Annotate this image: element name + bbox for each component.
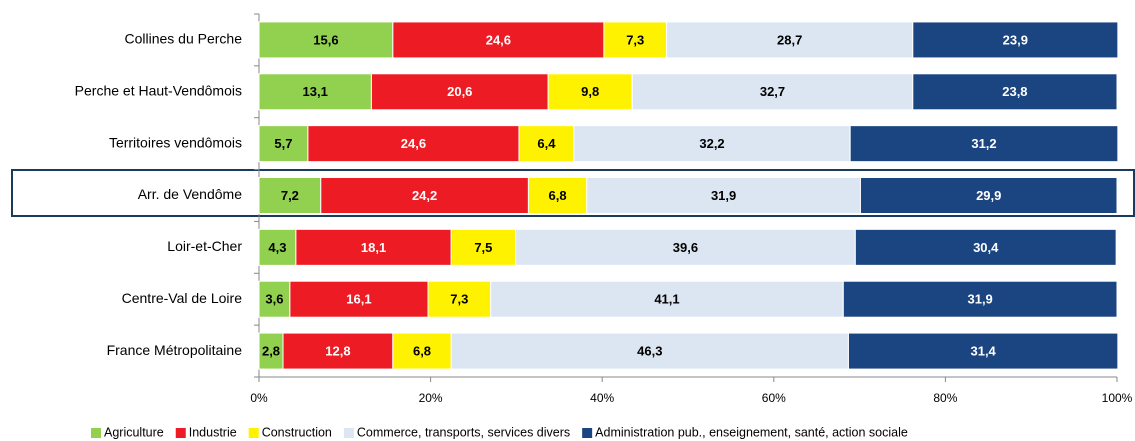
category-label: Arr. de Vendôme [138, 186, 243, 202]
bar-segment [282, 332, 394, 370]
category-label: Perche et Haut-Vendômois [75, 82, 242, 98]
legend-swatch [248, 428, 259, 438]
bar-segment [258, 228, 297, 266]
data-label: 31,2 [971, 136, 996, 151]
bar-segment [289, 280, 429, 318]
legend-label: Construction [262, 425, 332, 439]
data-label: 13,1 [303, 84, 328, 99]
bar-segment [854, 228, 1117, 266]
data-label: 4,3 [268, 240, 286, 255]
bar-segment [849, 125, 1119, 163]
data-label: 46,3 [637, 344, 662, 359]
legend-label: Commerce, transports, services divers [357, 425, 570, 439]
data-label: 20,6 [447, 84, 472, 99]
data-label: 7,5 [474, 240, 492, 255]
data-label: 6,4 [537, 136, 556, 151]
data-label: 18,1 [361, 240, 386, 255]
bar-segment [450, 332, 849, 370]
bar-segment [586, 177, 861, 214]
bar-segment [912, 73, 1118, 111]
data-label: 6,8 [549, 188, 567, 203]
legend-swatch [91, 428, 101, 438]
data-label: 30,4 [973, 240, 999, 255]
bar-segment [666, 21, 914, 59]
x-tick-label: 60% [762, 391, 786, 405]
data-label: 32,2 [699, 136, 724, 151]
data-label: 5,7 [274, 136, 292, 151]
data-label: 9,8 [581, 84, 599, 99]
bar-segment [450, 228, 517, 266]
data-label: 7,3 [450, 292, 468, 307]
data-label: 16,1 [346, 292, 371, 307]
data-label: 31,9 [711, 188, 736, 203]
data-label: 23,8 [1002, 84, 1027, 99]
data-label: 41,1 [654, 292, 679, 307]
data-label: 29,9 [976, 188, 1001, 203]
data-label: 24,2 [412, 188, 437, 203]
legend-swatch [582, 428, 593, 438]
bar-segment [842, 280, 1118, 318]
bar-segment [573, 125, 851, 163]
data-label: 39,6 [673, 240, 698, 255]
category-label: Collines du Perche [124, 31, 242, 47]
category-label: Territoires vendômois [109, 134, 242, 150]
legend-label: Industrie [189, 425, 237, 439]
data-label: 3,6 [265, 292, 283, 307]
bar-segment [518, 125, 575, 163]
x-tick-label: 100% [1102, 391, 1133, 405]
data-label: 7,3 [626, 32, 644, 47]
category-label: France Métropolitaine [107, 342, 243, 358]
data-label: 6,8 [413, 344, 431, 359]
bar-segment [392, 332, 452, 370]
x-tick-label: 20% [419, 391, 443, 405]
x-tick-label: 0% [250, 391, 268, 405]
bar-segment [527, 177, 588, 214]
bar-segment [258, 73, 372, 111]
data-label: 32,7 [760, 84, 785, 99]
highlight-box [11, 169, 1135, 217]
bar-segment [320, 177, 529, 214]
data-label: 31,9 [967, 292, 992, 307]
bar-segment [258, 177, 322, 214]
bar-segment [258, 21, 394, 59]
category-label: Loir-et-Cher [167, 238, 242, 254]
data-label: 24,6 [486, 32, 511, 47]
data-label: 24,6 [401, 136, 426, 151]
legend-swatch [343, 428, 354, 438]
data-label: 23,9 [1003, 32, 1028, 47]
bar-segment [307, 125, 520, 163]
bar-segment [912, 21, 1119, 59]
bar-segment [603, 21, 668, 59]
bar-segment [859, 177, 1118, 214]
x-tick-label: 40% [590, 391, 614, 405]
x-tick-label: 80% [933, 391, 957, 405]
legend-label: Agriculture [104, 425, 164, 439]
bar-segment [392, 21, 605, 59]
data-label: 12,8 [325, 344, 350, 359]
data-label: 31,4 [970, 344, 996, 359]
bar-segment [515, 228, 856, 266]
data-label: 2,8 [262, 344, 280, 359]
data-label: 28,7 [777, 32, 802, 47]
data-label: 7,2 [281, 188, 299, 203]
data-label: 15,6 [313, 32, 338, 47]
bar-segment [258, 332, 284, 370]
legend-swatch [175, 428, 186, 438]
bar-segment [631, 73, 914, 111]
bar-segment [547, 73, 633, 111]
bar-segment [847, 332, 1119, 370]
category-label: Centre-Val de Loire [122, 290, 243, 306]
legend-label: Administration pub., enseignement, santé… [595, 425, 908, 439]
